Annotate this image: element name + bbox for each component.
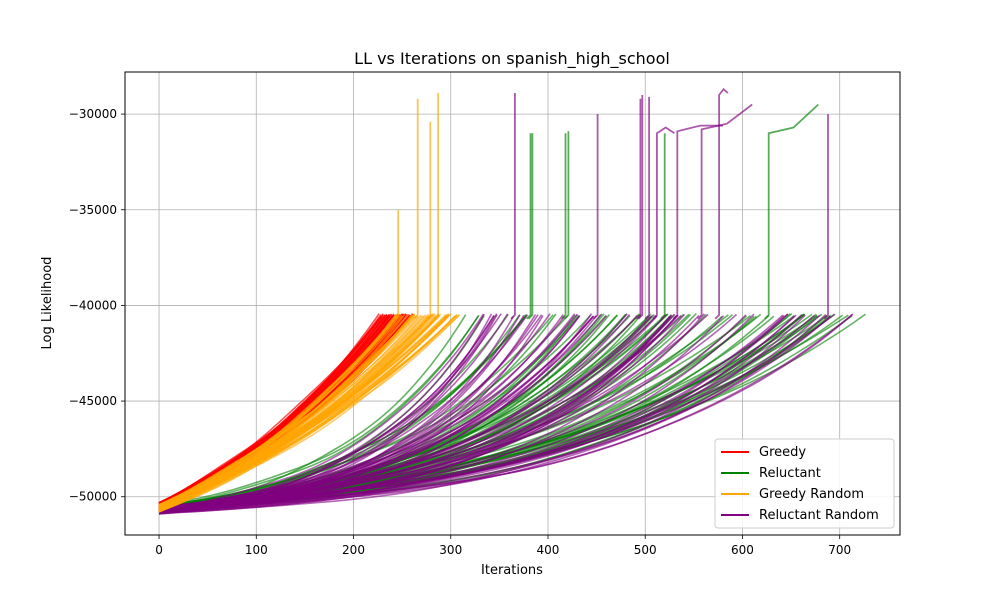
spike-line [697, 103, 753, 320]
spike-line [764, 103, 819, 320]
x-tick-label: 400 [537, 543, 560, 557]
run-line [158, 313, 432, 511]
series-reluctant-random [158, 87, 854, 515]
run-line [158, 313, 789, 513]
run-line [158, 313, 440, 510]
spike-line [433, 93, 439, 320]
spike-line [563, 131, 570, 320]
spike-line [644, 96, 650, 320]
x-tick-label: 200 [342, 543, 365, 557]
spike-line [510, 93, 516, 320]
legend-box [714, 438, 895, 529]
legend-label: Reluctant [759, 466, 821, 481]
run-line [158, 313, 827, 513]
run-line [158, 315, 795, 514]
spike-line [652, 126, 675, 320]
series-greedy-random [158, 93, 461, 513]
run-line [158, 315, 581, 510]
run-line [158, 315, 495, 511]
x-tick-label: 600 [731, 543, 754, 557]
run-line [158, 314, 803, 509]
legend-label: Reluctant Random [759, 508, 879, 523]
run-line [158, 315, 608, 509]
spike-line [823, 114, 829, 320]
y-tick-label: −30000 [69, 107, 117, 121]
y-axis: −50000 −45000 −40000 −35000 −30000 [69, 107, 125, 504]
spike-line [527, 133, 534, 320]
legend-label: Greedy Random [759, 487, 864, 502]
spike-line [637, 95, 644, 320]
series-layer [158, 87, 866, 515]
x-tick-label: 700 [828, 543, 851, 557]
x-axis: 0 100 200 300 400 500 600 700 [155, 535, 851, 557]
run-line [158, 314, 537, 513]
y-tick-label: −40000 [69, 298, 117, 312]
y-tick-label: −35000 [69, 203, 117, 217]
run-line [158, 315, 479, 507]
spike-line [635, 98, 642, 320]
run-line [158, 314, 480, 506]
spike-line [425, 121, 432, 320]
y-axis-label: Log Likelihood [40, 257, 55, 350]
y-tick-label: −45000 [69, 394, 117, 408]
legend: Greedy Reluctant Greedy Random Reluctant Ra… [714, 438, 895, 529]
run-line [158, 315, 425, 508]
chart-title: LL vs Iterations on spanish_high_school [354, 49, 670, 69]
x-axis-label: Iterations [481, 563, 543, 578]
run-line [158, 313, 485, 511]
x-tick-label: 300 [439, 543, 462, 557]
spike-line [714, 87, 729, 320]
plot-frame [124, 71, 901, 536]
x-tick-label: 100 [245, 543, 268, 557]
spike-line [393, 209, 400, 320]
spike-line [525, 133, 532, 320]
x-tick-label: 0 [155, 543, 163, 557]
spike-line [593, 114, 599, 320]
spike-line [413, 98, 419, 320]
run-line [158, 314, 395, 504]
spike-line [672, 124, 723, 320]
legend-label: Greedy [759, 445, 806, 460]
run-line [158, 315, 419, 506]
x-tick-label: 500 [634, 543, 657, 557]
y-tick-label: −50000 [69, 490, 117, 504]
run-line [158, 313, 593, 513]
run-line [158, 314, 821, 511]
